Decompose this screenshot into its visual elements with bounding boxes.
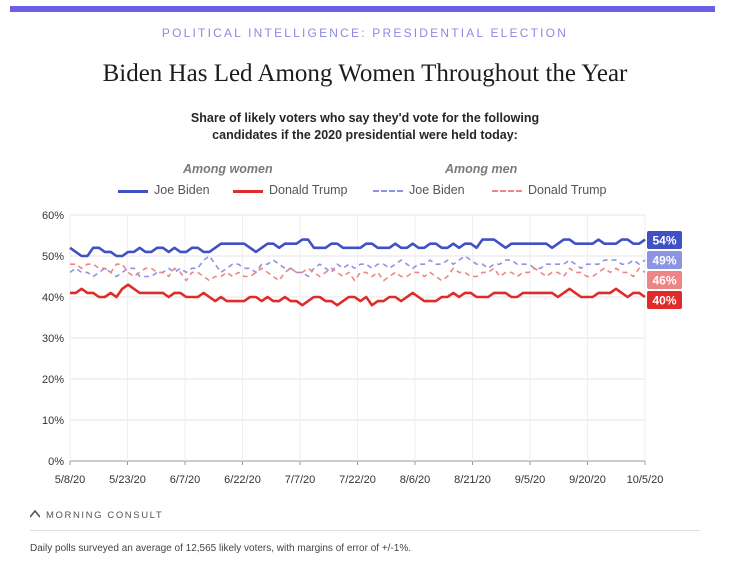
end-label-badge	[647, 291, 682, 309]
end-value-label: 40%	[652, 294, 676, 308]
accent-bar	[10, 6, 715, 12]
end-label-badge	[647, 251, 682, 269]
divider	[30, 530, 700, 531]
x-tick-label: 7/22/20	[339, 474, 376, 486]
series-line-biden-men	[69, 255, 646, 278]
end-label-badge	[647, 271, 682, 289]
legend-label: Joe Biden	[154, 183, 210, 197]
series-line-trump-women	[70, 283, 646, 307]
footnote: Daily polls surveyed an average of 12,56…	[30, 543, 412, 554]
y-tick-label: 60%	[42, 210, 64, 222]
x-tick-label: 10/5/20	[627, 474, 664, 486]
x-tick-label: 8/21/20	[454, 474, 491, 486]
x-tick-label: 7/7/20	[285, 474, 316, 486]
kicker: POLITICAL INTELLIGENCE: PRESIDENTIAL ELE…	[161, 26, 569, 40]
end-value-label: 49%	[652, 254, 676, 268]
x-tick-label: 8/6/20	[400, 474, 431, 486]
x-tick-label: 9/5/20	[515, 474, 546, 486]
end-value-label: 46%	[652, 274, 676, 288]
x-tick-label: 5/8/20	[55, 474, 86, 486]
legend-label: Joe Biden	[409, 183, 465, 197]
legend-swatch	[492, 190, 522, 192]
y-tick-label: 10%	[42, 415, 64, 427]
series-line-trump-men	[70, 263, 646, 282]
end-value-label: 54%	[652, 234, 676, 248]
series-line-biden-women	[69, 238, 646, 258]
legend-label: Donald Trump	[528, 183, 607, 197]
x-tick-label: 6/22/20	[224, 474, 261, 486]
line-chart: 0% 10% 20% 30% 40% 50% 60% 5/8/20 5/23/20 6/7/20 6…	[42, 210, 682, 486]
x-tick-label: 5/23/20	[109, 474, 146, 486]
y-tick-label: 50%	[42, 251, 64, 263]
legend-swatch	[118, 190, 148, 193]
chart-subtitle: Share of likely voters who say they'd vo…	[190, 111, 540, 142]
logo-text: MORNING CONSULT	[46, 510, 164, 521]
legend-swatch	[373, 190, 403, 192]
y-tick-label: 40%	[42, 292, 64, 304]
chart-title: Biden Has Led Among Women Throughout the…	[102, 60, 628, 87]
x-tick-label: 6/7/20	[170, 474, 201, 486]
end-label-badge	[647, 231, 682, 249]
y-tick-label: 0%	[48, 456, 64, 468]
y-tick-label: 20%	[42, 374, 64, 386]
legend-group-men: Among men	[445, 162, 518, 176]
morning-consult-logo: MORNING CONSULT	[30, 509, 163, 521]
y-tick-label: 30%	[42, 333, 64, 345]
morning-consult-icon	[30, 509, 40, 518]
legend-swatch	[233, 190, 263, 193]
legend-label: Donald Trump	[269, 183, 348, 197]
legend-group-women: Among women	[183, 162, 273, 176]
x-tick-label: 9/20/20	[569, 474, 606, 486]
